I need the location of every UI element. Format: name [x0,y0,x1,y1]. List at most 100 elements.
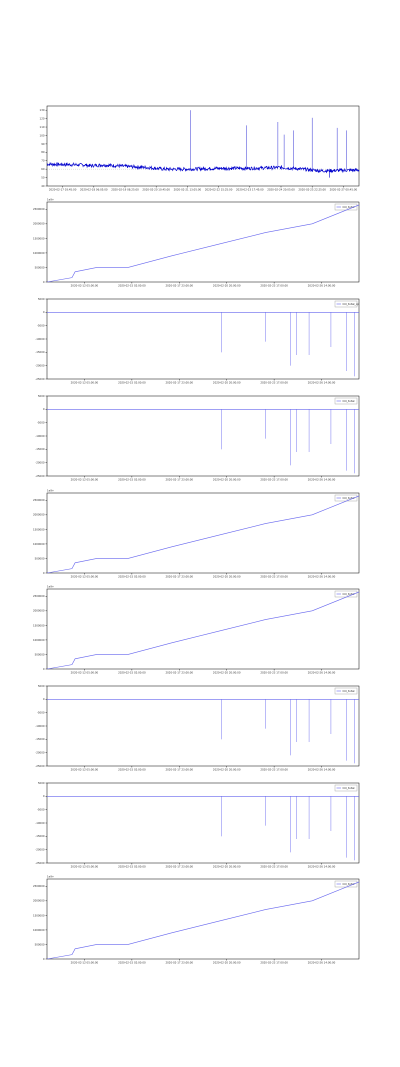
series-line [46,161,360,174]
x-tick-label: 2020-02-25 22:25:00 [298,188,326,192]
y-tick-label: 5000 [38,781,45,785]
y-tick-label: -15000 [35,350,45,354]
legend-box [334,784,358,792]
chart-panel-9: 0 500000 1000000 1500000 2000000 2500000 2020-… [33,875,360,965]
y-offset-label: 1e9+ [47,585,54,589]
x-tick-label: 2020-02-26 14:00:00 [308,865,336,869]
x-tick-label: 2020-02-12 05:00:00 [71,865,99,869]
plot-frame [46,878,360,960]
y-tick-label: 0 [43,697,45,701]
x-tick-label: 2020-02-26 14:00:00 [308,381,336,385]
chart-panel-1: 40 50 60 70 80 90 100 110 120 130 2020-02-17 03:45… [40,105,360,192]
y-tick-label: -10000 [35,434,45,438]
series-line [46,495,360,574]
y-tick-label: 40 [41,184,45,188]
y-offset-label: 1e9+ [47,489,54,493]
chart-panel-5: 0 500000 1000000 1500000 2000000 2500000 2020-… [33,489,360,579]
y-tick-label: 2500000 [33,884,45,888]
x-tick-label: 2020-02-17 23:00:00 [166,865,194,869]
x-tick-label: 2020-02-23 17:00:00 [260,284,288,288]
y-tick-label: 1500000 [33,623,45,627]
x-tick-label: 2020-02-23 17:00:00 [260,478,288,482]
chart-panel-2: 0 500000 1000000 1500000 2000000 2500000 2020-… [33,198,360,288]
x-tick-label: 2020-02-17 23:00:00 [166,671,194,675]
y-tick-label: 2500000 [33,594,45,598]
x-tick-label: 2020-02-17 23:00:00 [166,381,194,385]
x-tick-label: 2020-02-20 20:00:00 [213,768,241,772]
legend-label: CO_total [343,786,355,790]
legend-box [334,397,358,405]
x-tick-label: 2020-02-20 20:00:00 [213,284,241,288]
y-tick-label: 1000000 [33,542,45,546]
x-tick-label: 2020-02-23 17:00:00 [260,865,288,869]
chart-3-plot: -25000 -20000 -15000 -10000 -5000 0 5000 2020-0… [35,297,359,385]
y-tick-label: -5000 [37,711,45,715]
chart-panel-3: -25000 -20000 -15000 -10000 -5000 0 5000 2020-0… [35,297,359,385]
y-tick-label: -5000 [37,324,45,328]
y-tick-label: 110 [40,125,45,129]
x-tick-label: 2020-02-12 05:00:00 [71,768,99,772]
x-tick-label: 2020-02-20 20:00:00 [213,575,241,579]
legend-label: CO_total [343,689,355,693]
y-tick-label: 0 [43,280,45,284]
y-tick-label: 0 [43,571,45,575]
chart-9-plot: 0 500000 1000000 1500000 2000000 2500000 2020-… [33,875,360,965]
y-tick-label: -15000 [35,447,45,451]
y-tick-label: 0 [43,667,45,671]
chart-6-plot: 0 500000 1000000 1500000 2000000 2500000 2020-… [33,585,360,675]
y-tick-label: -10000 [35,724,45,728]
legend-label: CO_total [343,496,355,500]
y-tick-label: 2000000 [33,513,45,517]
x-tick-label: 2020-02-12 05:00:00 [71,478,99,482]
x-tick-label: 2020-02-17 23:00:00 [166,284,194,288]
y-tick-label: 1500000 [33,527,45,531]
chart-panel-8: -25000 -20000 -15000 -10000 -5000 0 5000 2020-0… [35,781,360,869]
x-tick-label: 2020-02-20 20:00:00 [213,961,241,965]
x-tick-label: 2020-02-15 02:00:00 [118,768,146,772]
legend-label: CO_total_cp [343,302,360,306]
plot-frame [46,685,360,767]
y-tick-label: -25000 [35,377,45,381]
y-tick-label: -5000 [37,421,45,425]
x-tick-label: 2020-02-23 17:00:00 [260,961,288,965]
y-tick-label: 2000000 [33,222,45,226]
x-tick-label: 2020-02-26 14:00:00 [308,961,336,965]
x-tick-label: 2020-02-15 02:00:00 [118,575,146,579]
y-tick-label: -20000 [35,848,45,852]
x-tick-label: 2020-02-18 06:05:00 [80,188,108,192]
y-tick-label: -15000 [35,737,45,741]
x-tick-label: 2020-02-15 02:00:00 [118,865,146,869]
y-tick-label: 70 [41,159,45,163]
plot-frame [46,201,360,283]
chart-2-plot: 0 500000 1000000 1500000 2000000 2500000 2020-… [33,198,360,288]
x-tick-label: 2020-02-15 02:00:00 [118,381,146,385]
series-line [46,881,360,960]
y-tick-label: 2500000 [33,207,45,211]
x-tick-label: 2020-02-23 17:00:00 [260,671,288,675]
y-tick-label: 1000000 [33,928,45,932]
x-tick-label: 2020-02-26 14:00:00 [308,671,336,675]
chart-panel-4: -25000 -20000 -15000 -10000 -5000 0 5000 2020-0… [35,394,360,482]
plot-frame [46,492,360,574]
legend-label: CO_total [343,399,355,403]
y-tick-label: -25000 [35,764,45,768]
x-tick-label: 2020-02-20 10:45:00 [142,188,170,192]
y-tick-label: -15000 [35,834,45,838]
x-tick-label: 2020-02-26 14:00:00 [308,284,336,288]
legend: CO_total [334,687,358,695]
y-offset-label: 1e9+ [47,198,54,202]
x-tick-label: 2020-02-23 17:00:00 [260,768,288,772]
legend-label: CO_total [343,592,355,596]
x-tick-label: 2020-02-21 13:05:00 [174,188,202,192]
x-tick-label: 2020-02-23 17:00:00 [260,381,288,385]
y-tick-label: 0 [43,407,45,411]
legend: CO_total [334,784,358,792]
chart-8-plot: -25000 -20000 -15000 -10000 -5000 0 5000 2020-0… [35,781,360,869]
y-tick-label: 0 [43,310,45,314]
legend-box [334,687,358,695]
y-tick-label: 130 [40,108,45,112]
x-tick-label: 2020-02-15 02:00:00 [118,671,146,675]
plot-frame [46,395,360,477]
y-tick-label: 0 [43,794,45,798]
